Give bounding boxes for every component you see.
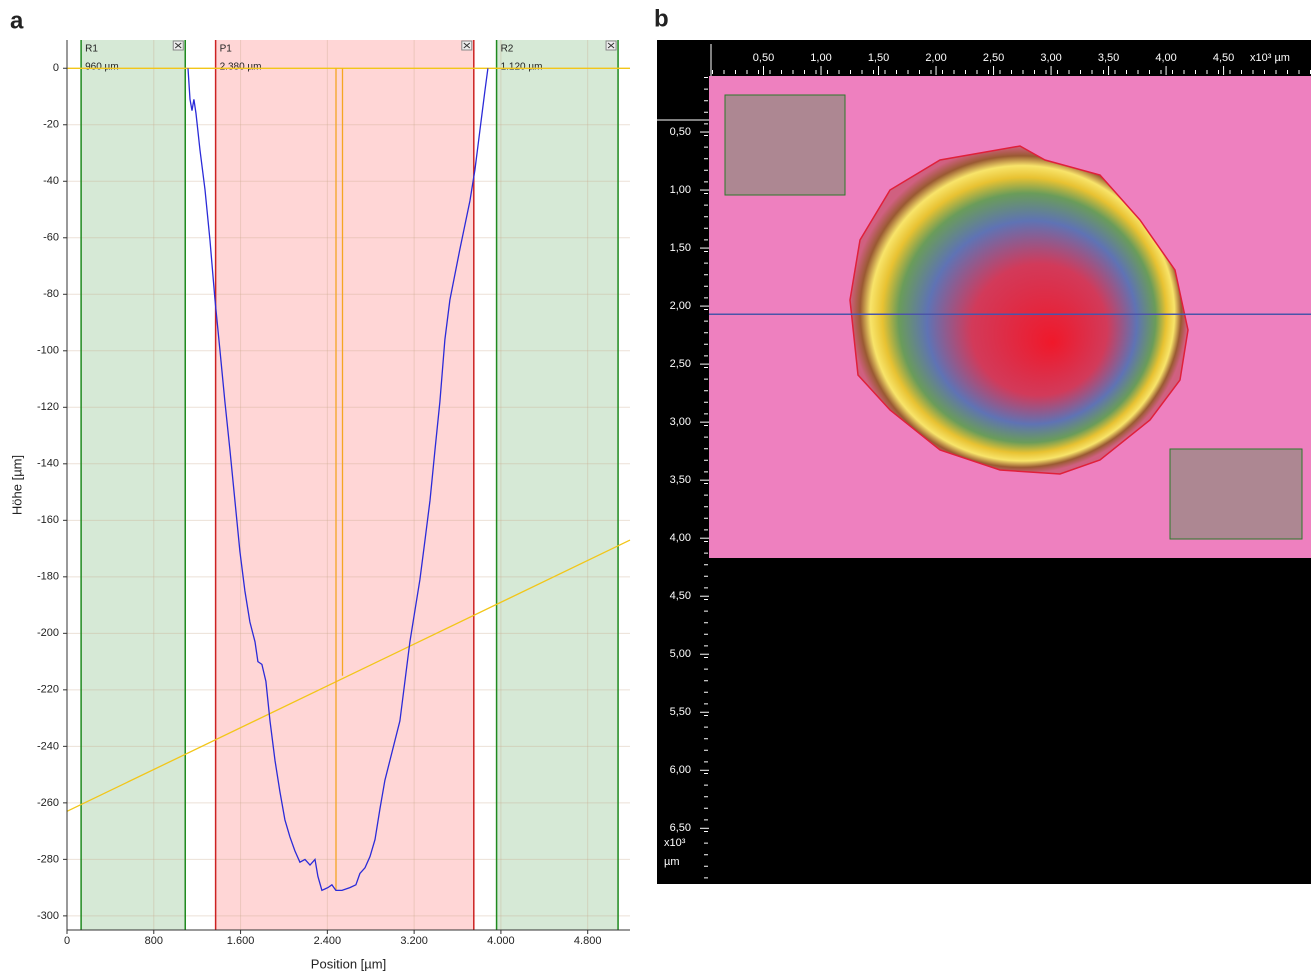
x-tick-label: 1.600: [227, 935, 255, 947]
panel-letter: b: [654, 5, 669, 32]
x-tick-label: 0: [64, 935, 70, 947]
y-tick-label: -300: [37, 910, 59, 922]
y-tick-label: -60: [43, 232, 59, 244]
x-tick-label: 4,50: [1213, 52, 1234, 64]
y-tick-label: -280: [37, 853, 59, 865]
x-tick-label: 1,00: [810, 52, 831, 64]
x-tick-label: 4.000: [487, 935, 515, 947]
figure: a b R1 960 µm P1 2.380 µm R2 1.120 µm 0 800 1.60…: [0, 0, 1314, 975]
y-tick-label: 3,50: [670, 474, 691, 486]
y-tick-label: 1,50: [670, 242, 691, 254]
region-label: P1: [220, 44, 233, 55]
x-tick-label: 1,50: [868, 52, 889, 64]
y-tick-label: 4,00: [670, 532, 691, 544]
y-tick-label: 1,00: [670, 184, 691, 196]
region-width: 1.120 µm: [501, 62, 543, 73]
region-width: 2.380 µm: [220, 62, 262, 73]
y-tick-label: 5,00: [670, 648, 691, 660]
y-unit: x10³: [664, 837, 686, 849]
x-tick-label: 3,00: [1040, 52, 1061, 64]
x-tick-label: 3.200: [400, 935, 428, 947]
region-width: 960 µm: [85, 62, 119, 73]
y-tick-label: -260: [37, 797, 59, 809]
y-tick-label: -80: [43, 288, 59, 300]
x-unit: x10³ µm: [1250, 52, 1290, 64]
reference-box: [725, 95, 845, 195]
y-tick-label: -200: [37, 627, 59, 639]
region-label: R1: [85, 44, 98, 55]
x-tick-label: 800: [145, 935, 163, 947]
y-tick-label: -240: [37, 740, 59, 752]
y-tick-label: 0,50: [670, 126, 691, 138]
y-tick-label: -220: [37, 684, 59, 696]
y-tick-label: -120: [37, 401, 59, 413]
region-label: R2: [501, 44, 514, 55]
x-axis-title: Position [µm]: [311, 956, 386, 971]
x-tick-label: 4.800: [574, 935, 602, 947]
y-tick-label: -140: [37, 458, 59, 470]
y-tick-label: -180: [37, 571, 59, 583]
y-tick-label: 5,50: [670, 706, 691, 718]
reference-box: [1170, 449, 1302, 539]
region: [497, 40, 618, 930]
x-tick-label: 4,00: [1155, 52, 1176, 64]
region: [216, 40, 474, 930]
x-tick-label: 2,00: [925, 52, 946, 64]
panel-a: R1 960 µm P1 2.380 µm R2 1.120 µm 0 800 1.600 2.4…: [9, 40, 630, 971]
x-tick-label: 3,50: [1098, 52, 1119, 64]
y-tick-label: 0: [53, 62, 59, 74]
y-tick-label: -100: [37, 345, 59, 357]
y-axis-title: Höhe [µm]: [9, 455, 24, 515]
y-tick-label: 2,00: [670, 300, 691, 312]
y-tick-label: 2,50: [670, 358, 691, 370]
y-tick-label: 6,50: [670, 822, 691, 834]
x-tick-label: 2,50: [983, 52, 1004, 64]
y-unit: µm: [664, 856, 680, 868]
y-tick-label: 6,00: [670, 764, 691, 776]
panel-letter: a: [10, 7, 24, 34]
y-tick-label: 3,00: [670, 416, 691, 428]
y-tick-label: -40: [43, 175, 59, 187]
y-tick-label: 4,50: [670, 590, 691, 602]
x-tick-label: 0,50: [753, 52, 774, 64]
y-tick-label: -160: [37, 514, 59, 526]
x-tick-label: 2.400: [314, 935, 342, 947]
y-tick-label: -20: [43, 119, 59, 131]
